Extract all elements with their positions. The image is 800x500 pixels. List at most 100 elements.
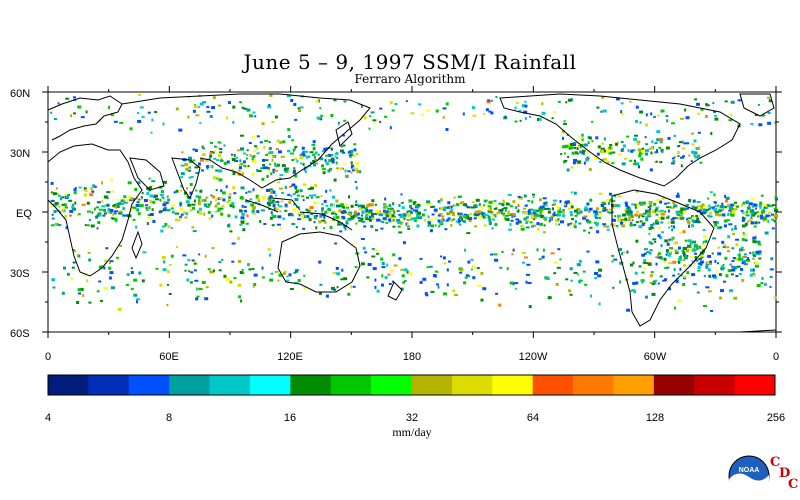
rain-pixel [626, 250, 629, 254]
rain-pixel [767, 214, 771, 217]
rain-pixel [187, 169, 191, 172]
rain-pixel [184, 163, 189, 167]
rain-pixel [118, 212, 123, 215]
rain-pixel [691, 150, 696, 154]
rain-pixel [682, 155, 685, 158]
rain-pixel [241, 212, 246, 216]
rain-pixel [659, 275, 663, 278]
rain-pixel [245, 200, 250, 203]
rain-pixel [70, 114, 73, 118]
rain-pixel [647, 262, 652, 266]
rain-pixel [573, 144, 576, 146]
rain-pixel [709, 211, 712, 215]
rain-pixel [584, 283, 588, 286]
rain-pixel [721, 202, 724, 206]
rain-pixel [240, 134, 244, 137]
rain-pixel [427, 224, 432, 227]
rain-pixel [675, 194, 680, 198]
rain-pixel [321, 164, 324, 168]
rain-pixel [246, 149, 249, 152]
rain-pixel [267, 203, 271, 207]
rain-pixel [693, 139, 697, 143]
rain-pixel [630, 149, 634, 153]
rain-pixel [302, 183, 307, 186]
rain-pixel [255, 147, 259, 150]
rain-pixel [718, 212, 722, 215]
rain-pixel [696, 201, 701, 203]
rain-pixel [252, 111, 256, 114]
rain-pixel [203, 147, 206, 150]
rain-pixel [410, 207, 414, 210]
rain-pixel [142, 251, 147, 254]
rain-pixel [641, 271, 645, 274]
rain-pixel [684, 108, 687, 112]
rain-pixel [199, 189, 203, 193]
rain-pixel [774, 196, 778, 199]
rain-pixel [340, 210, 345, 214]
rain-pixel [209, 270, 214, 274]
rain-pixel [307, 188, 312, 190]
rain-pixel [296, 189, 299, 193]
rain-pixel [676, 213, 679, 216]
rain-pixel [272, 171, 275, 174]
rain-pixel [162, 203, 167, 207]
rain-pixel [197, 162, 201, 166]
rain-pixel [572, 142, 577, 144]
rain-pixel [452, 218, 456, 221]
rain-pixel [403, 213, 407, 216]
rain-pixel [657, 234, 661, 238]
rain-pixel [342, 162, 346, 165]
rain-pixel [183, 191, 187, 195]
rain-pixel [765, 214, 769, 218]
rain-pixel [727, 212, 730, 216]
rain-pixel [661, 212, 665, 216]
rain-pixel [84, 189, 88, 193]
rain-pixel [515, 218, 520, 221]
rain-pixel [360, 217, 364, 221]
rain-pixel [50, 111, 53, 114]
rain-pixel [697, 209, 702, 212]
rain-pixel [738, 254, 741, 258]
rain-pixel [55, 187, 58, 190]
rain-pixel [339, 203, 344, 207]
rain-pixel [218, 261, 222, 264]
rain-pixel [356, 212, 360, 216]
rain-pixel [611, 218, 616, 222]
rain-pixel [96, 290, 100, 293]
rain-pixel [138, 198, 141, 201]
rain-pixel [303, 274, 306, 277]
rain-pixel [175, 218, 178, 222]
rain-pixel [657, 252, 661, 256]
rain-pixel [79, 287, 84, 291]
rain-pixel [742, 232, 745, 235]
rain-pixel [356, 169, 360, 173]
rain-pixel [113, 120, 118, 123]
rain-pixel [313, 221, 316, 224]
rain-pixel [676, 150, 680, 154]
rain-pixel [723, 224, 727, 228]
rain-pixel [118, 202, 122, 205]
rain-pixel [707, 214, 711, 217]
rain-pixel [185, 167, 189, 171]
rain-pixel [324, 159, 327, 163]
rain-pixel [264, 139, 269, 142]
rain-pixel [626, 206, 629, 209]
rain-pixel [756, 211, 759, 213]
rain-pixel [732, 232, 736, 235]
rain-pixel [763, 206, 766, 209]
rain-pixel [335, 215, 340, 219]
rain-pixel [342, 134, 346, 137]
rain-pixel [314, 210, 317, 213]
rain-pixel [501, 212, 505, 215]
rain-pixel [586, 250, 590, 253]
rain-pixel [274, 169, 278, 172]
rain-pixel [330, 212, 333, 215]
rain-pixel [492, 213, 495, 216]
rain-pixel [594, 272, 598, 275]
rain-pixel [137, 212, 141, 216]
rain-pixel [175, 212, 179, 215]
rain-pixel [446, 283, 449, 287]
rain-pixel [562, 136, 564, 140]
rain-pixel [612, 206, 615, 209]
rain-pixel [193, 269, 197, 272]
